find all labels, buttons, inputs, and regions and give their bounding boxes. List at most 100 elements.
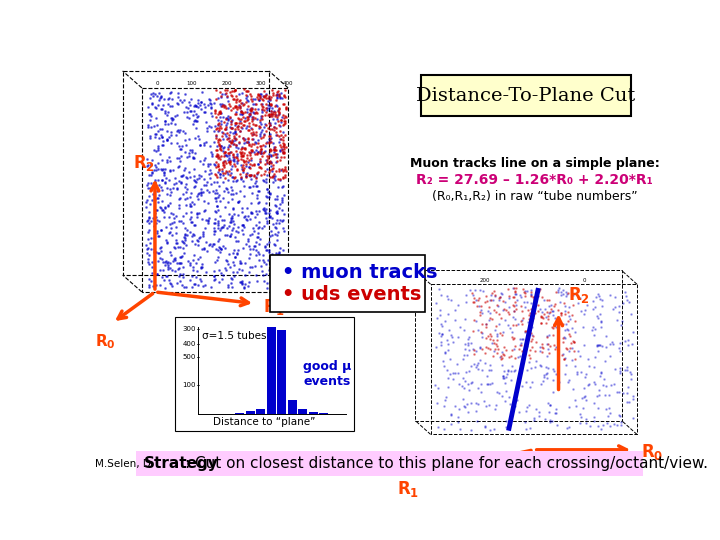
Point bbox=[224, 148, 235, 157]
Point bbox=[445, 331, 456, 340]
Point bbox=[156, 92, 167, 101]
Point bbox=[265, 138, 276, 146]
Point bbox=[195, 105, 207, 113]
Point bbox=[161, 238, 173, 246]
Point bbox=[227, 136, 238, 144]
Point bbox=[190, 124, 202, 132]
Point bbox=[526, 299, 537, 307]
Point bbox=[228, 153, 240, 161]
Point bbox=[259, 166, 271, 175]
Point bbox=[264, 190, 276, 198]
Point bbox=[238, 222, 250, 231]
Point bbox=[185, 95, 197, 104]
Point bbox=[207, 150, 218, 158]
Point bbox=[266, 249, 278, 258]
Point bbox=[261, 156, 272, 165]
Point bbox=[212, 206, 224, 214]
Point bbox=[244, 148, 256, 157]
Point bbox=[245, 208, 256, 217]
Point bbox=[246, 114, 258, 123]
Point bbox=[272, 87, 284, 96]
Point bbox=[515, 316, 526, 325]
Point bbox=[560, 320, 572, 328]
Point bbox=[225, 171, 236, 179]
Point bbox=[470, 407, 482, 416]
Point bbox=[537, 376, 549, 385]
Point bbox=[273, 90, 284, 98]
Point bbox=[513, 408, 524, 416]
Point bbox=[222, 170, 233, 178]
Point bbox=[246, 131, 258, 139]
Point bbox=[226, 195, 238, 204]
Point bbox=[186, 283, 198, 292]
Point bbox=[164, 102, 176, 110]
Point bbox=[174, 259, 186, 267]
Point bbox=[554, 308, 566, 317]
Point bbox=[252, 224, 264, 233]
Point bbox=[276, 134, 287, 143]
Point bbox=[272, 106, 284, 114]
Point bbox=[206, 109, 217, 117]
Point bbox=[168, 217, 180, 226]
Point bbox=[157, 156, 168, 165]
Point bbox=[169, 244, 181, 252]
Point bbox=[205, 100, 217, 109]
Point bbox=[278, 173, 289, 181]
Point bbox=[276, 197, 288, 206]
Point bbox=[220, 166, 232, 175]
Point bbox=[454, 405, 465, 414]
Point bbox=[503, 294, 515, 302]
Point bbox=[238, 221, 249, 230]
Point bbox=[145, 276, 157, 285]
Point bbox=[194, 232, 206, 241]
Point bbox=[197, 282, 209, 291]
Point bbox=[143, 171, 154, 180]
Point bbox=[236, 266, 248, 274]
Point bbox=[191, 267, 202, 275]
Point bbox=[493, 310, 505, 319]
Point bbox=[281, 142, 292, 151]
Point bbox=[461, 350, 472, 359]
Point bbox=[181, 194, 193, 202]
Point bbox=[429, 381, 441, 389]
Point bbox=[215, 122, 226, 131]
Point bbox=[233, 90, 245, 98]
Point bbox=[562, 316, 574, 325]
Point bbox=[146, 156, 158, 164]
Point bbox=[217, 158, 229, 167]
Point bbox=[480, 291, 491, 300]
Point bbox=[276, 274, 288, 283]
Point bbox=[270, 158, 282, 167]
Point bbox=[225, 112, 236, 121]
Point bbox=[174, 263, 185, 272]
Point bbox=[143, 275, 155, 284]
Point bbox=[208, 272, 220, 280]
Point bbox=[261, 165, 273, 173]
Point bbox=[485, 291, 497, 300]
Point bbox=[166, 128, 177, 137]
Point bbox=[254, 163, 266, 172]
Point bbox=[156, 124, 168, 133]
Point bbox=[239, 280, 251, 288]
Point bbox=[258, 91, 270, 100]
Point bbox=[234, 126, 246, 135]
Point bbox=[194, 100, 205, 109]
Point bbox=[261, 158, 273, 166]
Point bbox=[196, 172, 207, 180]
Point bbox=[145, 239, 156, 247]
Point bbox=[198, 207, 210, 215]
Point bbox=[225, 278, 236, 287]
Text: Distance-To-Plane Cut: Distance-To-Plane Cut bbox=[416, 86, 636, 105]
Point bbox=[264, 232, 276, 241]
Point bbox=[532, 292, 544, 300]
Point bbox=[239, 145, 251, 153]
Point bbox=[593, 391, 605, 400]
Point bbox=[218, 101, 230, 110]
Point bbox=[208, 230, 220, 239]
Point bbox=[592, 341, 603, 350]
Point bbox=[231, 159, 243, 167]
Point bbox=[264, 120, 276, 129]
Point bbox=[159, 117, 171, 126]
Point bbox=[516, 320, 528, 328]
Point bbox=[266, 231, 278, 240]
